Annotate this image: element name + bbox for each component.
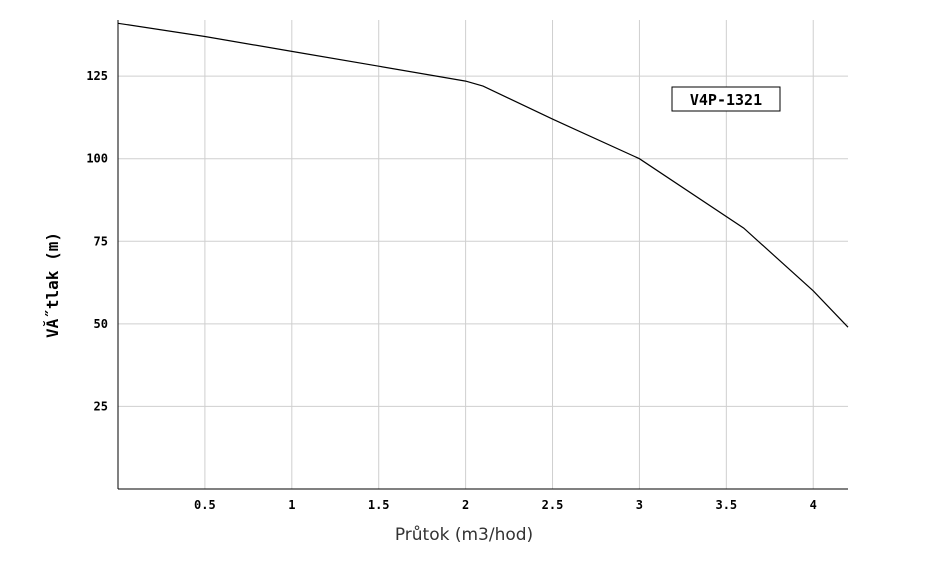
x-tick-label: 2 bbox=[462, 498, 469, 512]
x-tick-label: 0.5 bbox=[194, 498, 216, 512]
x-tick-label: 2.5 bbox=[542, 498, 564, 512]
legend-frame bbox=[671, 86, 781, 112]
x-tick-label: 4 bbox=[810, 498, 817, 512]
x-tick-labels: 0.5 1 1.5 2 2.5 3 3.5 4 bbox=[194, 498, 817, 512]
y-tick-label: 75 bbox=[94, 234, 108, 248]
y-axis-label: VĂ˝tlak (m) bbox=[43, 232, 62, 338]
y-tick-labels: 25 50 75 100 125 bbox=[86, 69, 108, 413]
grid-lines bbox=[118, 20, 848, 489]
y-tick-label: 50 bbox=[94, 317, 108, 331]
series-group bbox=[117, 22, 849, 328]
y-tick-label: 25 bbox=[94, 399, 108, 413]
legend-label: V4P-1321 bbox=[690, 91, 762, 109]
axes bbox=[117, 20, 848, 490]
x-tick-label: 1.5 bbox=[368, 498, 390, 512]
y-tick-label: 100 bbox=[86, 152, 108, 166]
x-tick-label: 1 bbox=[288, 498, 295, 512]
x-tick-label: 3.5 bbox=[715, 498, 737, 512]
x-axis-label: Průtok (m3/hod) bbox=[395, 525, 533, 545]
x-tick-label: 3 bbox=[636, 498, 643, 512]
y-tick-label: 125 bbox=[86, 69, 108, 83]
series-line bbox=[117, 22, 849, 328]
legend-box: V4P-1321 bbox=[671, 86, 781, 112]
